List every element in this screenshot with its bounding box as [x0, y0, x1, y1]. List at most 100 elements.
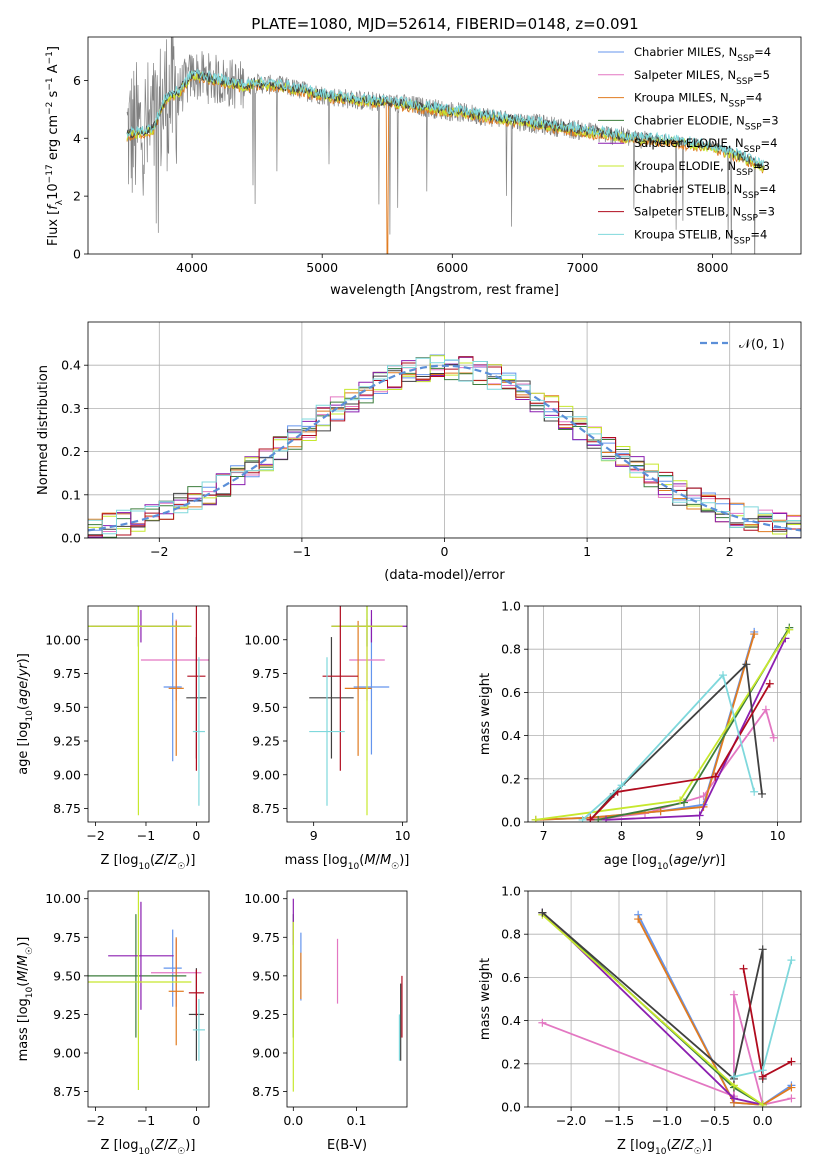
- weight-marker: [729, 1072, 738, 1081]
- label-part: (: [150, 853, 155, 868]
- data-layer: [126, 37, 765, 254]
- x-tick-label: 5000: [306, 260, 338, 275]
- label-part: Z: [684, 1138, 695, 1153]
- grid-layer: [528, 606, 801, 822]
- label-part: SSP: [734, 236, 751, 246]
- label-part: SSP: [729, 100, 746, 110]
- y-tick-label: 0.1: [61, 487, 81, 502]
- y-tick-label: 8.75: [53, 1084, 81, 1099]
- figure-title: PLATE=1080, MJD=52614, FIBERID=0148, z=0…: [251, 15, 638, 33]
- weight-marker: [787, 1057, 796, 1066]
- weight-marker: [676, 796, 685, 805]
- y-tick-label: 0.2: [501, 1056, 521, 1071]
- y-axis-label: mass weight: [478, 958, 493, 1040]
- label-part: (: [668, 853, 673, 868]
- weight-marker: [758, 945, 767, 954]
- y-tick-label: 10.00: [244, 632, 280, 647]
- label-part: =4: [754, 45, 771, 59]
- axes-frame: [87, 890, 210, 1108]
- weight-marker: [531, 815, 540, 822]
- y-tick-label: 9.50: [53, 968, 81, 983]
- weight-marker: [538, 1018, 547, 1027]
- weight-marker: [695, 811, 704, 820]
- weight-line: [637, 918, 792, 1106]
- legend-label: Kroupa ELODIE, NSSP=3: [634, 159, 770, 178]
- histogram-step: [88, 356, 801, 537]
- label-part: Z [log: [101, 853, 139, 868]
- y-tick-label: 4: [73, 131, 81, 146]
- y-axis-label: Normed distribution: [36, 365, 51, 495]
- weight-marker: [586, 815, 595, 822]
- label-part: Z: [167, 853, 178, 868]
- y-tick-label: 1.0: [501, 884, 521, 899]
- y-tick-label: 0.2: [501, 771, 521, 786]
- x-tick-label: −1: [137, 828, 155, 843]
- data-layer: [531, 623, 794, 822]
- label-part: Z: [154, 1138, 165, 1153]
- x-axis-label: wavelength [Angstrom, rest frame]: [330, 283, 559, 298]
- data-layer: [88, 606, 209, 816]
- y-tick-label: 0.0: [501, 1100, 521, 1115]
- axes-frame: [87, 605, 210, 823]
- x-axis-label: Z [log10(Z/Z☉)]: [617, 1138, 712, 1157]
- data-layer: [309, 606, 407, 816]
- y-tick-label: 0.4: [501, 1013, 521, 1028]
- axes-frame: [87, 36, 802, 255]
- label-part: )]: [16, 937, 31, 947]
- label-part: Kroupa STELIB, N: [634, 227, 734, 241]
- y-tick-label: 0.0: [61, 531, 81, 546]
- y-tick-label: 1.0: [501, 599, 521, 614]
- y-tick-label: 9.00: [252, 1046, 280, 1061]
- x-axis-label: Z [log10(Z/Z☉)]: [101, 853, 196, 872]
- x-tick-label: −1.5: [604, 1113, 634, 1128]
- label-part: SSP: [745, 122, 762, 132]
- residuals-histogram: −2 −1 0 1 2 0.0 0.1 0.2 0.3 0.4 (data-model)/error…: [36, 321, 802, 583]
- data-layer: [292, 898, 403, 1092]
- x-tick-label: −2: [86, 828, 104, 843]
- label-part: Chabrier ELODIE, N: [634, 113, 745, 127]
- label-part: (: [16, 982, 31, 987]
- plot-area: [309, 606, 407, 816]
- legend-label: Salpeter MILES, NSSP=5: [634, 68, 770, 87]
- label-part: −2: [45, 102, 55, 115]
- label-part: SSP: [741, 214, 758, 224]
- weight-marker: [634, 915, 643, 924]
- x-tick-label: 0.0: [283, 1113, 303, 1128]
- histogram-step: [88, 357, 801, 535]
- label-part: =5: [753, 68, 770, 82]
- label-part: age [log: [604, 853, 657, 868]
- x-tick-label: 9: [310, 828, 318, 843]
- y-tick-label: 9.75: [53, 930, 81, 945]
- x-tick-label: 0: [192, 828, 200, 843]
- label-part: Z [log: [101, 1138, 139, 1153]
- label-part: Z: [154, 853, 165, 868]
- axes-frame: [286, 605, 408, 823]
- y-tick-label: 8.75: [53, 801, 81, 816]
- weight-marker: [739, 964, 748, 973]
- weight-line: [582, 673, 756, 821]
- weight-line: [605, 638, 787, 821]
- x-axis-label: (data-model)/error: [384, 568, 505, 583]
- spectrum-plot: 4000 5000 6000 7000 8000 0 2 4 6 wavelength [Angs…: [45, 36, 802, 298]
- label-part: M: [364, 853, 375, 868]
- weight-line: [541, 911, 764, 1081]
- weight-marker: [617, 781, 626, 790]
- weight-marker: [758, 1066, 767, 1075]
- y-tick-label: 9.25: [252, 734, 280, 749]
- weight-marker: [729, 990, 738, 999]
- weight-line: [589, 683, 771, 821]
- label-part: −17: [45, 164, 55, 183]
- model-spectrum-line: [126, 68, 765, 166]
- weight-marker: [578, 815, 587, 822]
- y-tick-label: 9.00: [53, 767, 81, 782]
- label-part: Kroupa ELODIE, N: [634, 159, 736, 173]
- y-tick-label: 6: [73, 73, 81, 88]
- y-axis-label: Flux [fλ10−17 erg cm−2 s−1 A−1]: [45, 46, 65, 246]
- label-part: /: [16, 965, 31, 970]
- x-tick-label: 1: [583, 544, 591, 559]
- weight-marker: [602, 815, 610, 822]
- label-part: SSP: [742, 191, 759, 201]
